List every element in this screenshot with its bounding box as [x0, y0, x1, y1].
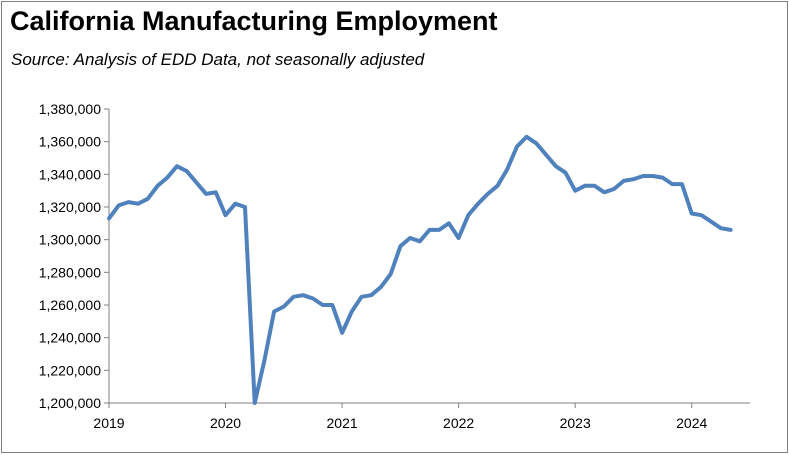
series-line: [107, 134, 733, 405]
y-tick-label: 1,240,000: [39, 330, 101, 346]
x-tick-label: 2021: [327, 415, 358, 431]
y-tick-label: 1,300,000: [39, 232, 101, 248]
y-tick-label: 1,220,000: [39, 362, 101, 378]
y-tick-label: 1,340,000: [39, 166, 101, 182]
chart-title: California Manufacturing Employment: [10, 6, 498, 36]
y-tick-label: 1,360,000: [39, 134, 101, 150]
y-tick-label: 1,280,000: [39, 264, 101, 280]
series-group: [107, 134, 733, 405]
chart-subtitle: Source: Analysis of EDD Data, not season…: [11, 50, 425, 69]
y-axis: 1,200,000 1,220,000 1,240,000 1,260,000 1,28…: [39, 101, 110, 411]
x-tick-label: 2022: [443, 415, 474, 431]
x-tick-label: 2019: [93, 415, 124, 431]
x-axis: 2019 2020 2021 2022 2023 2024: [93, 402, 750, 431]
x-tick-label: 2024: [676, 415, 707, 431]
y-tick-label: 1,380,000: [39, 101, 101, 117]
x-tick-label: 2023: [560, 415, 591, 431]
y-tick-label: 1,320,000: [39, 199, 101, 215]
y-tick-label: 1,260,000: [39, 297, 101, 313]
y-tick-label: 1,200,000: [39, 395, 101, 411]
x-tick-label: 2020: [210, 415, 241, 431]
